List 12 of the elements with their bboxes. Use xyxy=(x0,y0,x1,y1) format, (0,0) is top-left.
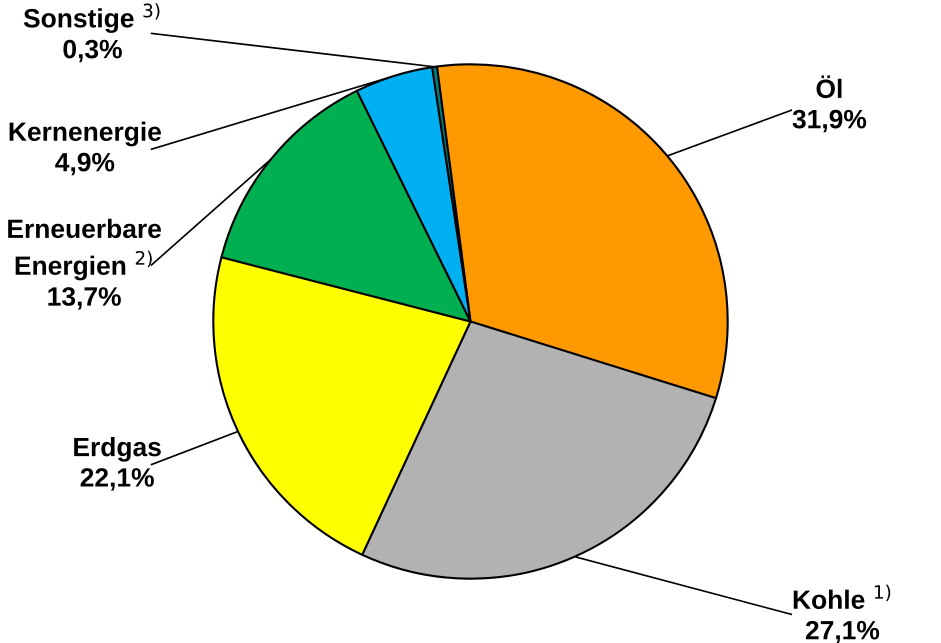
slice-label: Öl xyxy=(816,75,842,98)
slice-label: Kernenergie xyxy=(10,122,161,146)
data-label: 4,9% xyxy=(55,152,114,176)
slice-label: Sonstige $^{3)}$ xyxy=(24,3,160,33)
slice-label: Kohle $^{1)}$ xyxy=(794,584,890,610)
data-label: 13,7% xyxy=(48,287,121,310)
data-label: 0,3% xyxy=(63,40,122,62)
data-label: 22,1% xyxy=(80,468,154,491)
data-label: 27,1% xyxy=(806,620,880,643)
slice-label: Erneuerbare Energien $^{2)}$ xyxy=(8,218,161,280)
slice-label: Erdgas xyxy=(74,436,161,462)
data-label: 31,9% xyxy=(792,110,866,132)
